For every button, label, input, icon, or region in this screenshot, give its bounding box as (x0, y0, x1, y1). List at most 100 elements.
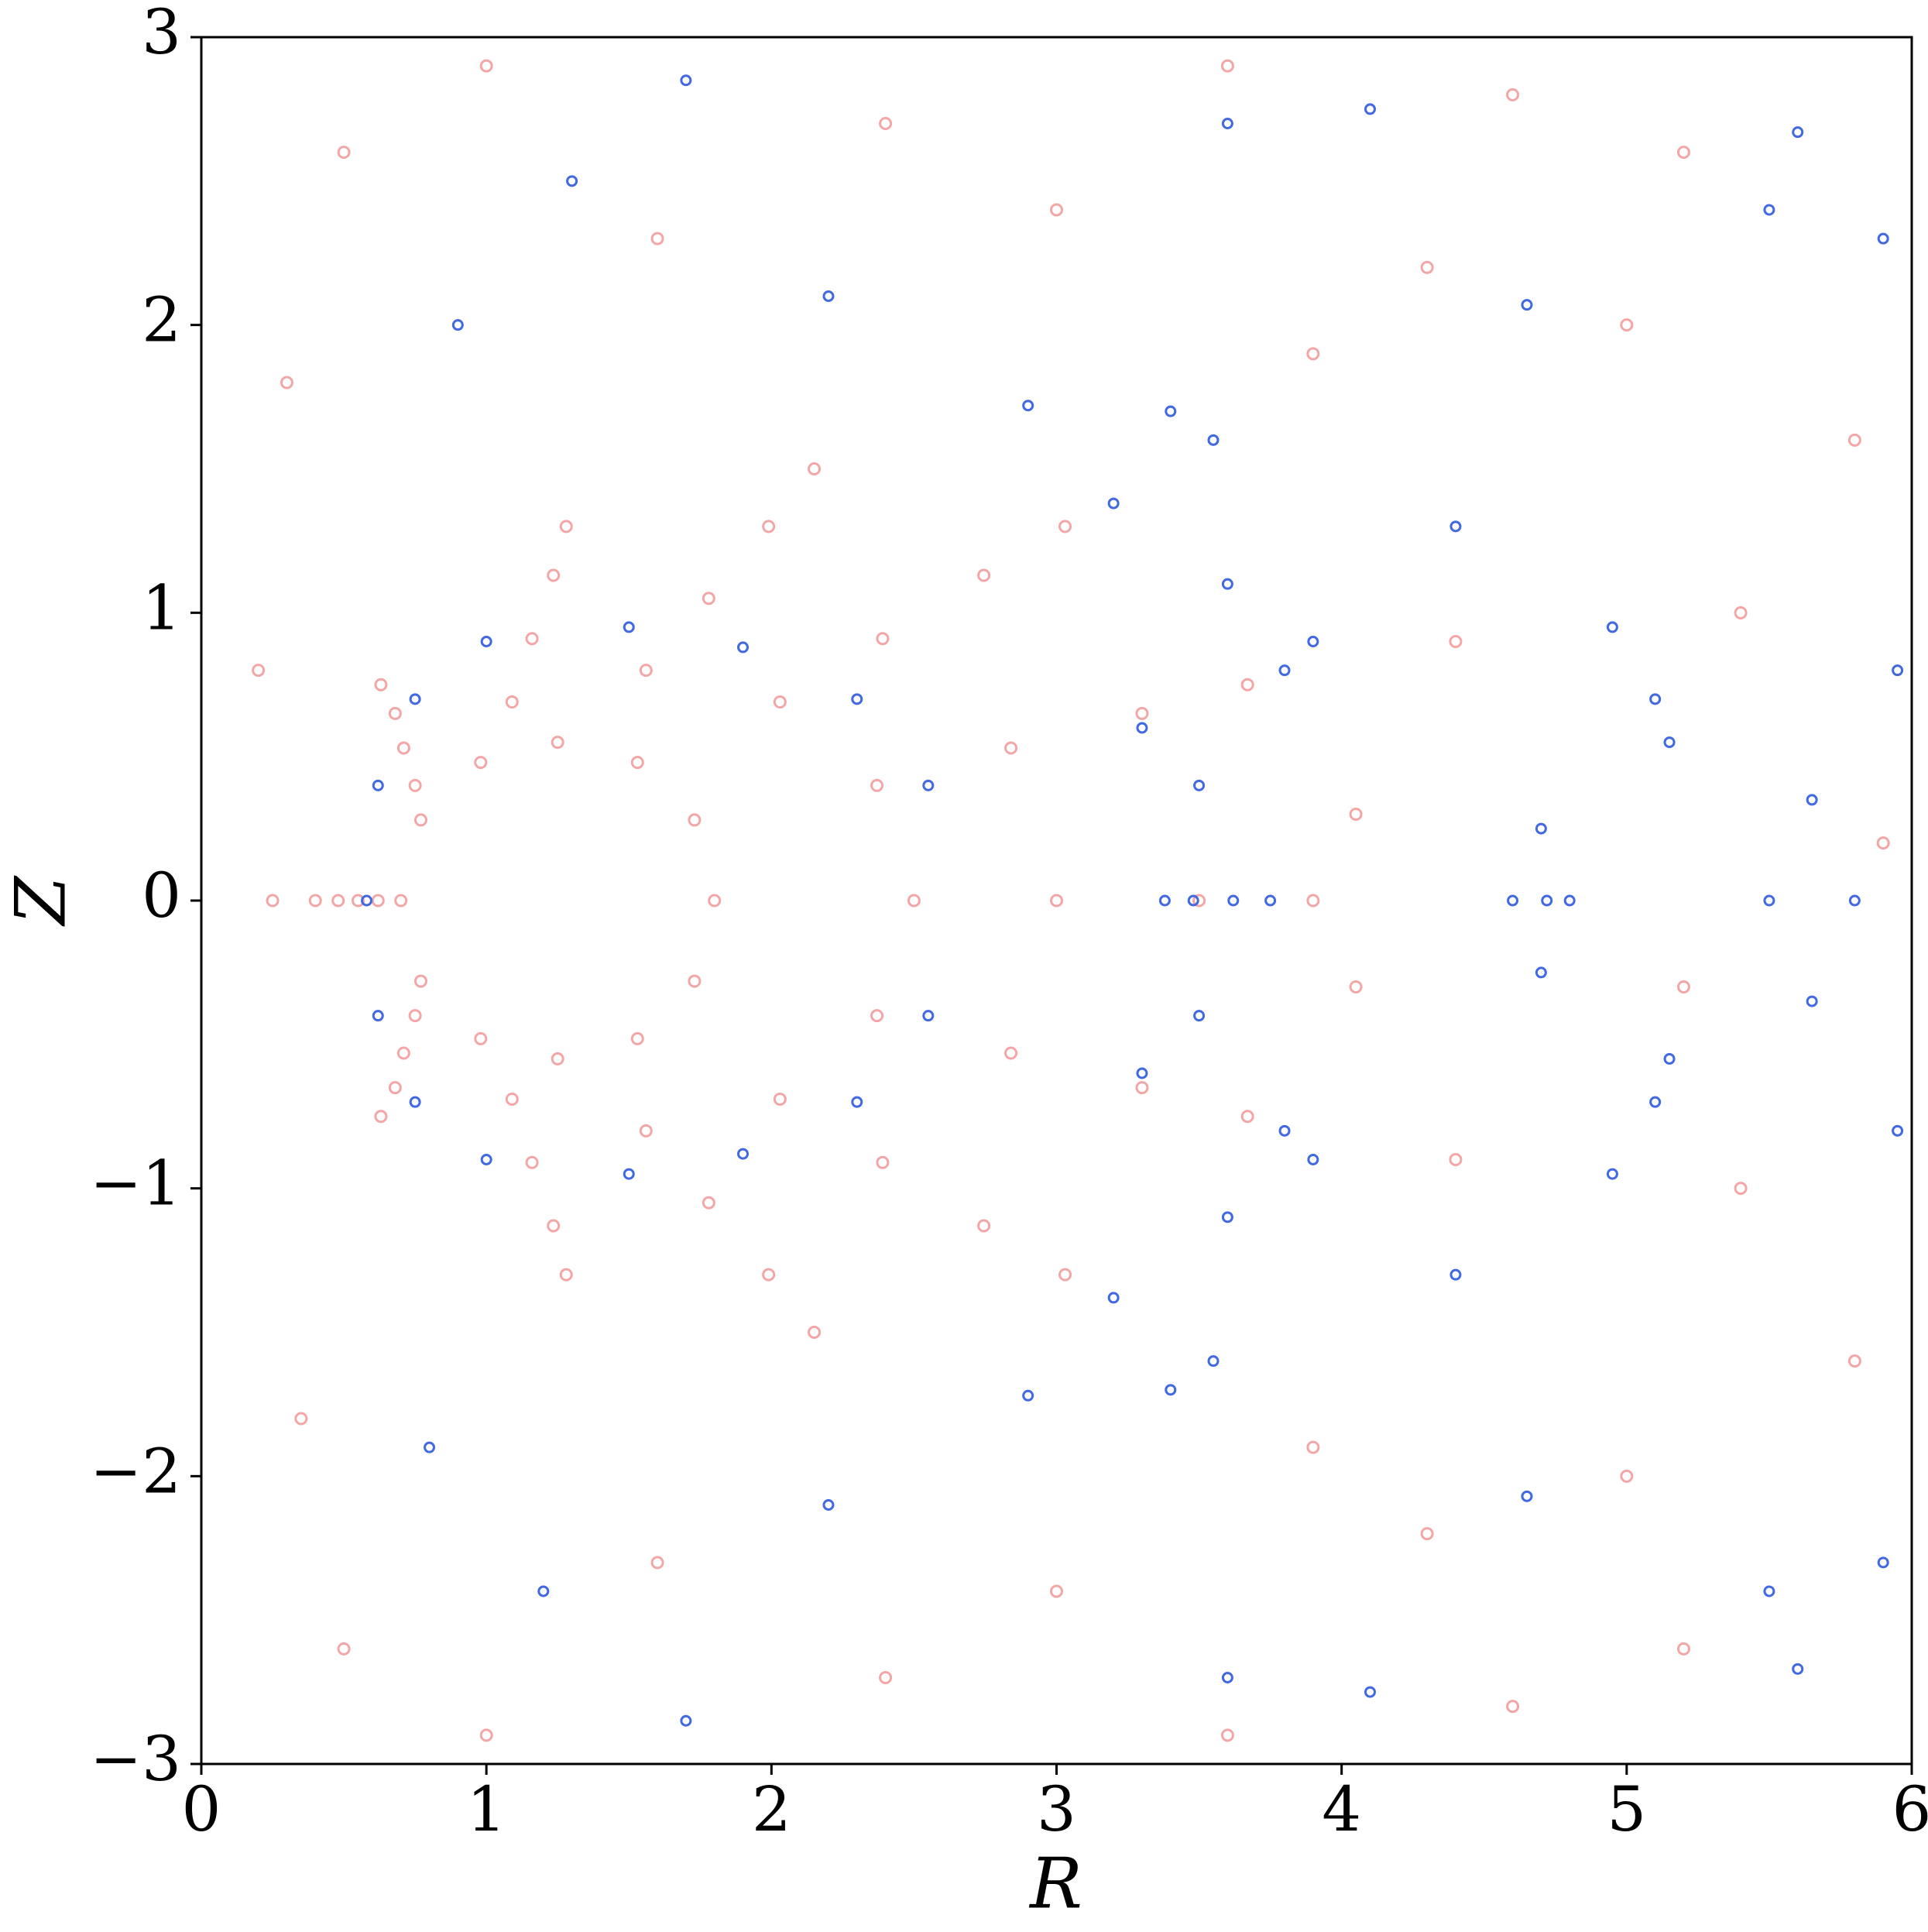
point (1806, 794, 1818, 806)
point (331, 894, 345, 908)
point (639, 664, 653, 678)
x-tick-label: 3 (1037, 1773, 1076, 1845)
x-tick-label: 6 (1892, 1773, 1928, 1845)
point (408, 778, 422, 792)
point (630, 756, 644, 770)
point (1058, 1268, 1072, 1282)
point (280, 376, 293, 389)
point (1563, 894, 1576, 907)
point (413, 974, 427, 988)
point (252, 664, 266, 678)
point (1364, 1686, 1376, 1698)
point (1535, 966, 1547, 979)
point (1535, 822, 1547, 835)
point (372, 1010, 384, 1022)
point (876, 632, 890, 646)
point (1107, 1292, 1120, 1304)
point (1763, 894, 1775, 907)
point (1876, 836, 1890, 850)
point (1221, 1211, 1233, 1223)
point (474, 756, 488, 770)
point (388, 706, 402, 720)
point (1449, 520, 1462, 533)
point (1136, 722, 1148, 734)
point (451, 319, 464, 331)
point (559, 520, 573, 534)
point (396, 741, 410, 755)
point (424, 1441, 436, 1453)
point (977, 1219, 991, 1233)
point (1506, 88, 1520, 101)
point (374, 678, 388, 691)
y-tick-label: 0 (142, 860, 181, 932)
point (1165, 1384, 1177, 1396)
point (1606, 1168, 1618, 1180)
point (1792, 1663, 1804, 1675)
point (308, 894, 322, 908)
point (762, 520, 776, 534)
y-axis-label: Z (0, 875, 81, 927)
point (1676, 980, 1690, 993)
x-tick-label: 5 (1607, 1773, 1646, 1845)
point (559, 1268, 573, 1282)
x-tick-label: 4 (1322, 1773, 1361, 1845)
point (708, 894, 722, 908)
point (1158, 894, 1171, 907)
point (773, 695, 787, 709)
y-tick-label: 1 (142, 571, 181, 643)
point (1420, 260, 1434, 274)
point (547, 568, 561, 582)
point (1220, 59, 1234, 73)
point (1187, 894, 1199, 907)
point (1307, 636, 1319, 647)
point (1221, 1672, 1233, 1683)
point (702, 1196, 715, 1210)
x-tick-label: 2 (752, 1773, 791, 1845)
point (1792, 126, 1804, 139)
point (1420, 1527, 1434, 1541)
point (394, 894, 408, 908)
point (1227, 894, 1240, 907)
point (851, 1096, 863, 1108)
point (537, 1585, 550, 1597)
point (1220, 1728, 1234, 1742)
x-tick-label: 0 (182, 1773, 221, 1845)
point (1449, 635, 1463, 648)
point (1307, 1154, 1319, 1165)
point (650, 1556, 664, 1570)
point (1221, 578, 1233, 590)
point (1676, 1642, 1690, 1656)
point (650, 232, 664, 245)
point (762, 1268, 776, 1282)
point (372, 779, 384, 791)
y-tick-label: 2 (142, 284, 181, 356)
point (413, 813, 427, 827)
point (396, 1046, 410, 1060)
point (1877, 1556, 1889, 1569)
point (408, 1009, 422, 1023)
point (1349, 980, 1363, 993)
point (1892, 664, 1904, 677)
point (547, 1219, 561, 1233)
point (1663, 736, 1676, 749)
point (851, 693, 863, 705)
point (1278, 664, 1291, 677)
point (337, 1642, 351, 1656)
point (623, 1168, 635, 1180)
point (525, 632, 539, 646)
point (737, 641, 750, 654)
point (1135, 706, 1149, 720)
point (1521, 299, 1533, 311)
point (808, 1326, 822, 1339)
point (1058, 520, 1072, 534)
point (551, 1052, 564, 1066)
point (977, 568, 991, 582)
point (1649, 693, 1662, 705)
point (688, 813, 702, 827)
point (822, 290, 835, 302)
point (1449, 1153, 1463, 1166)
point (266, 894, 280, 908)
point (1107, 497, 1120, 510)
point (1193, 779, 1206, 791)
point (1763, 204, 1775, 216)
